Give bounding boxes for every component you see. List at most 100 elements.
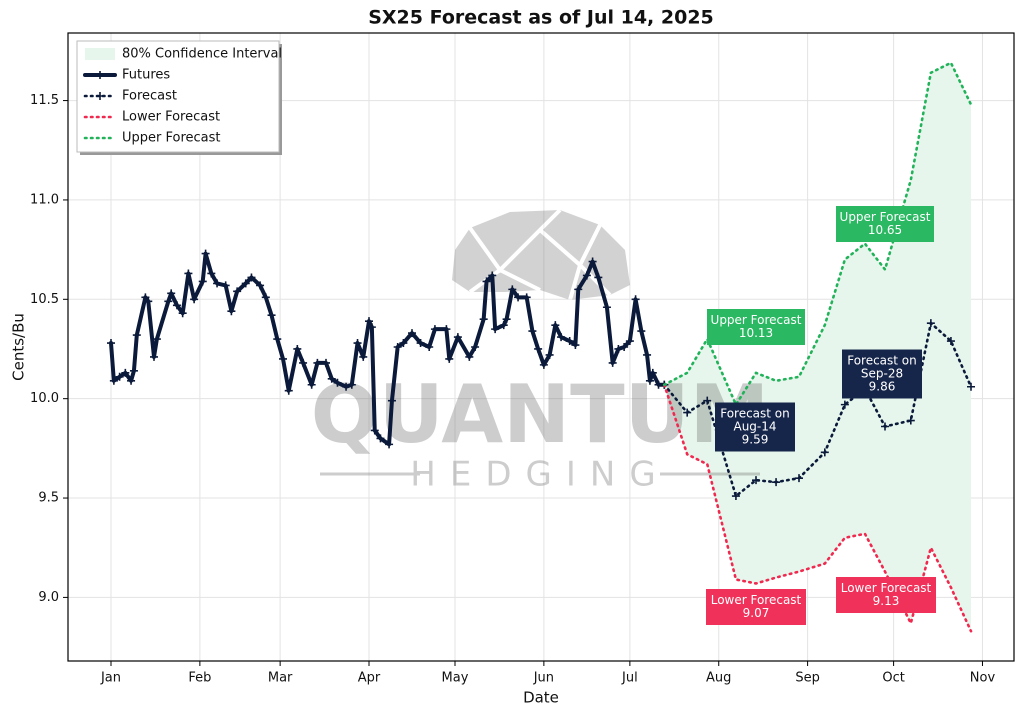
point-marker xyxy=(247,273,256,282)
point-marker xyxy=(514,293,523,302)
point-marker xyxy=(571,341,580,350)
point-marker xyxy=(387,396,396,405)
legend-label: 80% Confidence Interval xyxy=(122,47,282,62)
point-marker xyxy=(752,476,760,485)
annotation-text: Lower Forecast xyxy=(841,581,932,595)
point-marker xyxy=(881,422,889,431)
point-marker xyxy=(152,335,161,344)
annotation-box xyxy=(842,349,922,399)
point-marker xyxy=(284,386,293,395)
point-marker xyxy=(602,303,611,312)
legend-swatch xyxy=(85,48,115,60)
point-marker xyxy=(299,358,308,367)
x-tick-label: May xyxy=(442,671,469,686)
chart-title: SX25 Forecast as of Jul 14, 2025 xyxy=(368,7,714,29)
point-marker xyxy=(178,309,187,318)
watermark: QUANTUM HEDGING xyxy=(311,208,769,495)
point-marker xyxy=(967,382,975,391)
point-marker xyxy=(107,339,115,348)
x-tick-label: Jun xyxy=(533,671,554,686)
annotation-text: 9.07 xyxy=(743,606,770,620)
x-tick-label: Sep xyxy=(795,671,820,686)
x-tick-label: Feb xyxy=(188,671,211,686)
point-marker xyxy=(430,325,439,334)
x-tick-label: Apr xyxy=(358,671,381,686)
annotation-box xyxy=(707,309,805,345)
point-marker xyxy=(241,279,250,288)
annotation-text: Forecast on xyxy=(720,407,790,421)
point-marker xyxy=(127,376,136,385)
point-marker xyxy=(207,269,216,278)
point-marker xyxy=(637,327,646,336)
point-marker xyxy=(645,376,654,385)
point-marker xyxy=(353,339,362,348)
point-marker xyxy=(184,269,193,278)
point-marker xyxy=(631,295,640,304)
legend-label: Forecast xyxy=(122,89,177,104)
annotation-box xyxy=(715,402,795,452)
point-marker xyxy=(322,358,330,367)
point-marker xyxy=(648,368,657,377)
point-marker xyxy=(279,354,287,363)
annotation-text: 9.86 xyxy=(869,380,896,394)
point-marker xyxy=(347,380,356,389)
point-marker xyxy=(772,478,781,487)
y-tick-label: 10.0 xyxy=(30,391,59,406)
point-marker xyxy=(445,354,454,363)
point-marker xyxy=(491,325,500,334)
confidence-band xyxy=(664,62,971,632)
point-marker xyxy=(906,416,915,425)
legend-marker xyxy=(96,71,104,79)
series-line xyxy=(662,61,973,406)
series-line xyxy=(662,383,973,633)
point-marker xyxy=(683,408,692,417)
point-marker xyxy=(528,327,537,336)
point-marker xyxy=(582,271,591,280)
point-marker xyxy=(167,289,176,298)
point-marker xyxy=(534,344,543,353)
point-marker xyxy=(129,366,138,375)
point-marker xyxy=(625,337,634,346)
x-tick-label: Jul xyxy=(621,671,638,686)
point-marker xyxy=(198,277,207,286)
point-marker xyxy=(132,331,141,340)
point-marker xyxy=(643,350,652,359)
x-tick-label: Oct xyxy=(882,671,904,686)
annotation-box xyxy=(706,589,806,625)
point-marker xyxy=(256,281,265,290)
point-marker xyxy=(121,368,130,377)
point-marker xyxy=(365,317,373,326)
point-marker xyxy=(367,323,376,332)
point-marker xyxy=(588,257,597,266)
point-marker xyxy=(233,287,242,296)
point-marker xyxy=(545,350,554,359)
legend-marker xyxy=(96,92,104,100)
point-marker xyxy=(144,297,153,306)
point-marker xyxy=(385,440,394,449)
watermark-subtitle: HEDGING xyxy=(410,455,669,495)
annotation-text: Upper Forecast xyxy=(711,313,802,327)
point-marker xyxy=(594,273,603,282)
point-marker xyxy=(731,492,740,501)
point-marker xyxy=(273,335,282,344)
annotation-text: 9.59 xyxy=(742,433,769,447)
point-marker xyxy=(393,343,402,351)
point-marker xyxy=(370,426,379,435)
point-marker xyxy=(333,378,342,387)
point-marker xyxy=(499,321,508,330)
point-marker xyxy=(213,279,222,288)
point-marker xyxy=(307,380,316,389)
point-marker xyxy=(703,396,712,405)
y-tick-label: 11.0 xyxy=(30,192,59,207)
point-marker xyxy=(557,333,566,342)
point-marker xyxy=(150,352,158,361)
point-marker xyxy=(267,311,276,320)
point-marker xyxy=(502,315,511,324)
point-marker xyxy=(574,285,583,294)
point-marker xyxy=(522,293,531,302)
point-marker xyxy=(109,376,118,385)
point-marker xyxy=(376,434,385,443)
